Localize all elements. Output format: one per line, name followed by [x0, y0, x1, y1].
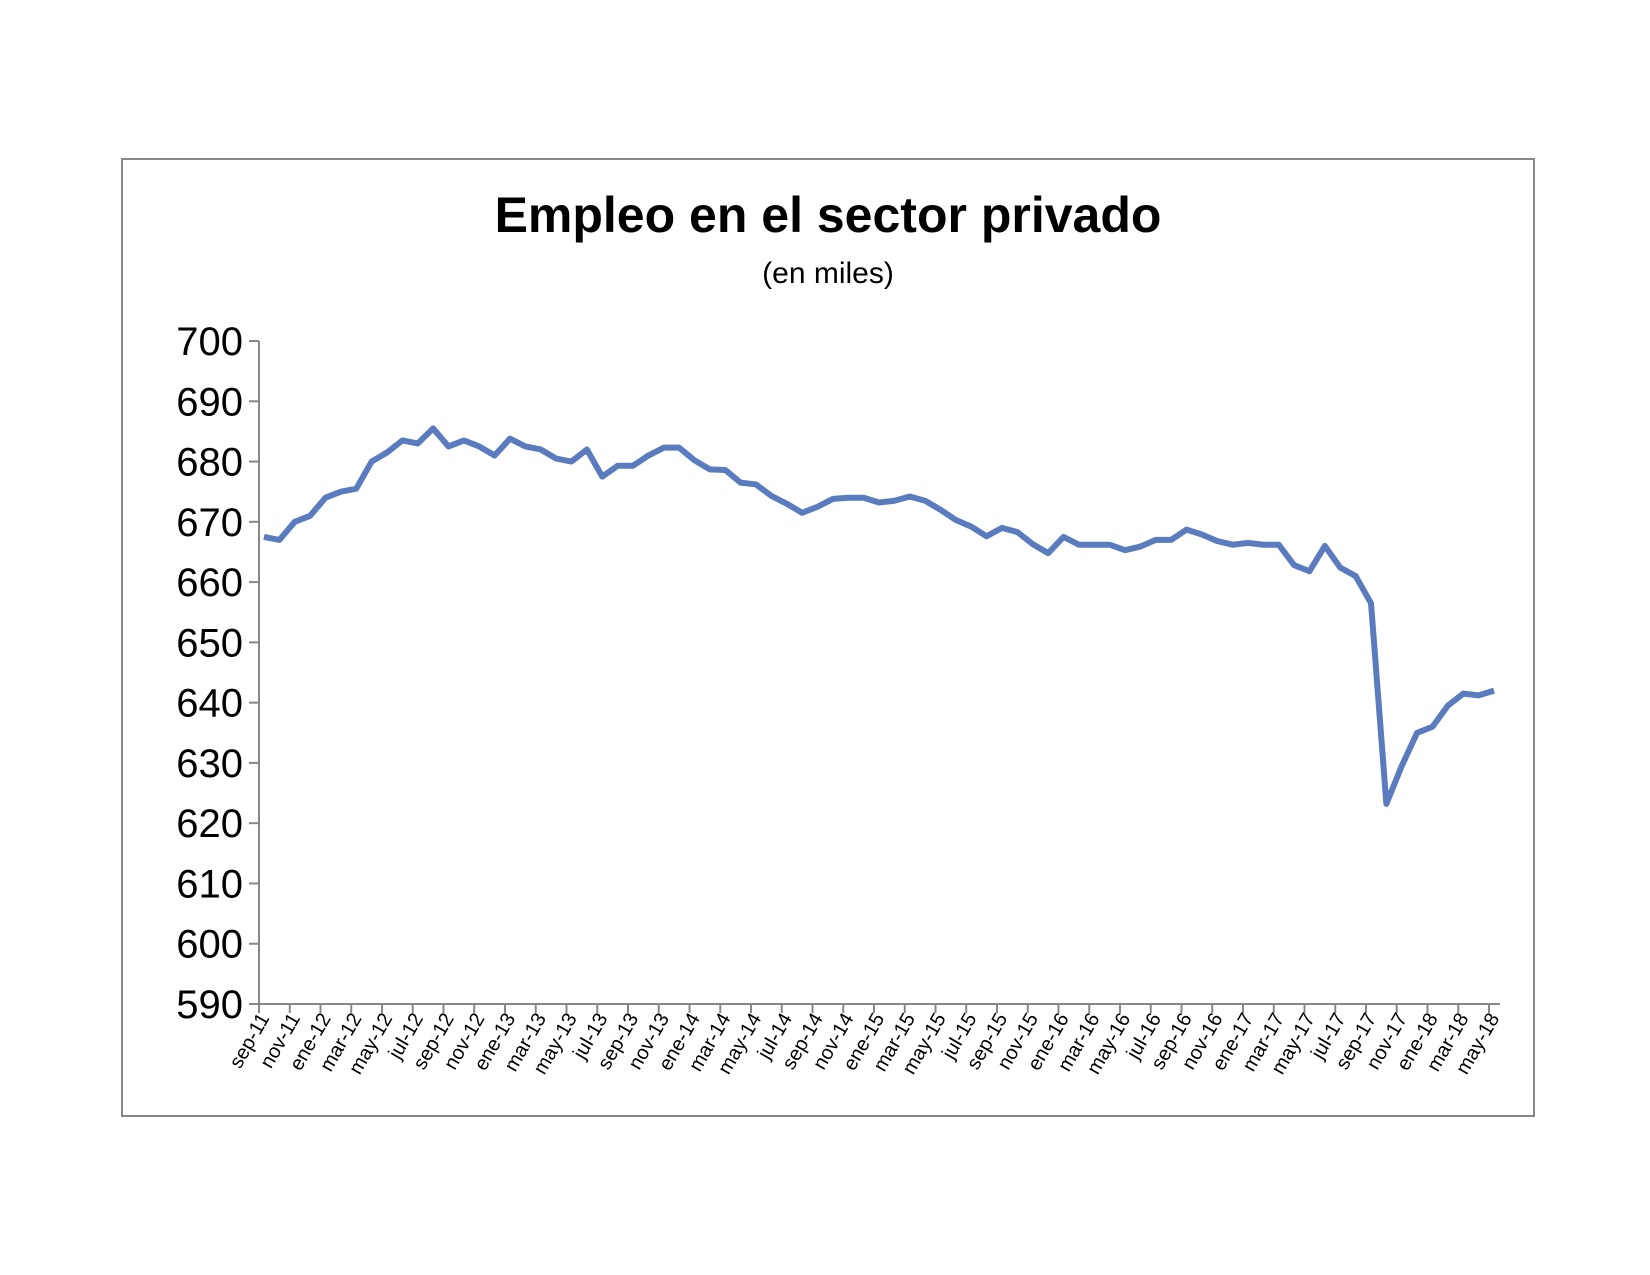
y-tick-label: 630	[176, 742, 243, 786]
y-tick-label: 600	[176, 923, 243, 967]
y-tick-label: 590	[176, 983, 243, 1027]
y-tick-label: 640	[176, 682, 243, 726]
chart-subtitle: (en miles)	[762, 257, 894, 290]
y-tick-label: 690	[176, 380, 243, 424]
y-tick-label: 660	[176, 561, 243, 605]
y-tick-label: 670	[176, 501, 243, 545]
y-tick-label: 650	[176, 621, 243, 665]
chart-title: Empleo en el sector privado	[495, 187, 1162, 243]
data-line	[263, 425, 1495, 807]
y-tick-label: 680	[176, 441, 243, 485]
y-tick-label: 700	[176, 320, 243, 364]
chart-frame	[121, 158, 1535, 1117]
y-tick-label: 620	[176, 802, 243, 846]
y-tick-label: 610	[176, 862, 243, 906]
